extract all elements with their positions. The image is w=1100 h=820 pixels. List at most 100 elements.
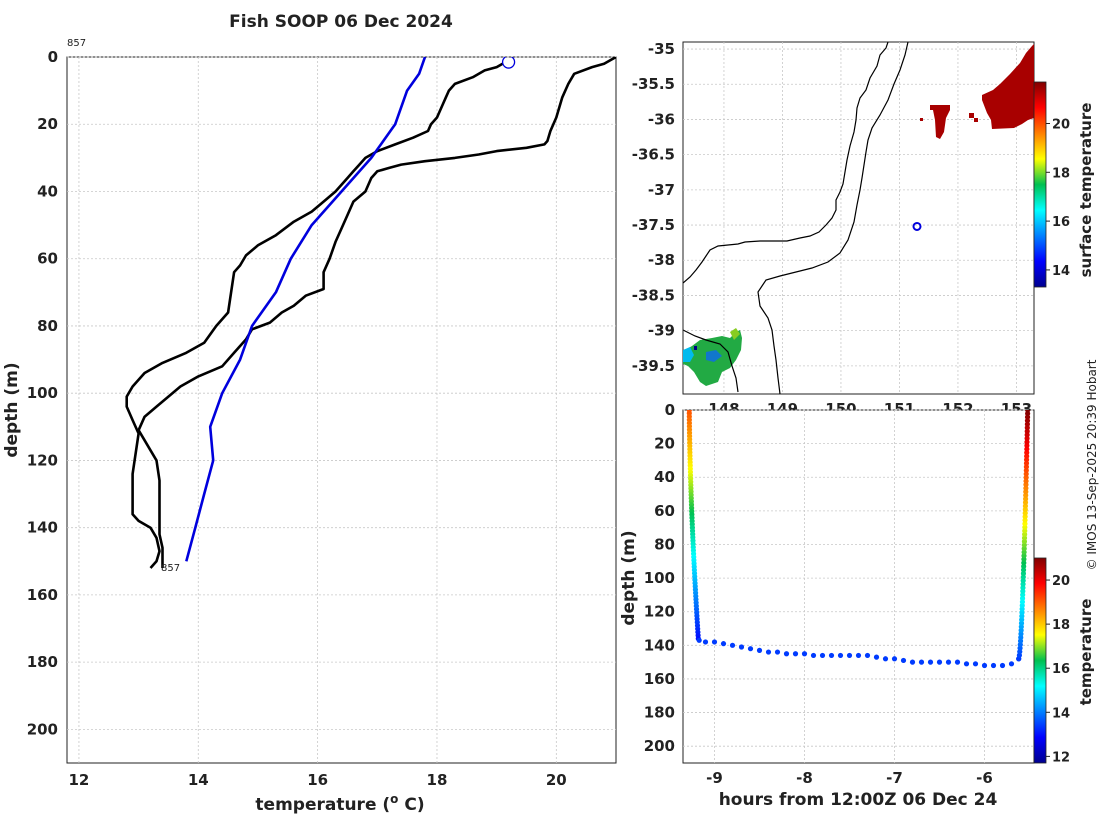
map-lat-label: -37 (648, 181, 675, 199)
section-bottom-point (909, 659, 916, 665)
profile-ylabel: depth (m) (2, 362, 22, 457)
map-colorbar-label: surface temperature (1077, 103, 1095, 278)
profile-series-line (125, 62, 504, 569)
section-bottom-point (774, 649, 781, 655)
section-bottom-point (954, 659, 961, 665)
profile-ytick-label: 0 (48, 48, 58, 66)
profile-id-top: 857 (67, 38, 86, 49)
section-bottom-point (999, 662, 1006, 669)
section-ytick-label: 100 (644, 569, 675, 587)
section-colorbar-tick-label: 16 (1052, 662, 1070, 677)
section-xtick-label: -6 (976, 769, 993, 787)
section-bottom-point (756, 647, 763, 653)
map-grid (683, 42, 1034, 394)
section-colorbar (1033, 557, 1047, 764)
position-marker (912, 221, 922, 231)
section-bottom-point (882, 656, 889, 662)
section-ytick-label: 80 (654, 535, 675, 553)
section-bottom-point (873, 654, 880, 660)
section-ytick-label: 20 (654, 435, 675, 453)
section-bottom-point (837, 652, 844, 659)
map-lat-label: -38.5 (632, 286, 675, 304)
section-bottom-point (990, 662, 997, 669)
profile-grid (67, 56, 616, 763)
profile-lines (125, 57, 616, 569)
coastline (683, 42, 909, 394)
bass-strait-contour-path (683, 329, 739, 393)
section-ytick-label: 140 (644, 636, 675, 654)
map-axes-box (682, 41, 1035, 395)
profile-ytick-label: 80 (37, 317, 58, 335)
sst-patch-small-3 (920, 118, 923, 121)
profile-start-marker (501, 57, 516, 69)
map-colorbar-tick-label: 16 (1052, 215, 1070, 230)
section-ticks: -9 -8 -7 -6 0 20 40 60 80 100 120 140 160 180 200 (644, 401, 993, 787)
section-bottom-point (738, 644, 745, 650)
profile-xtick-label: 18 (427, 771, 448, 789)
profile-series-line (137, 57, 616, 568)
section-bottom-point (747, 646, 754, 652)
section-bottom-point (972, 661, 979, 667)
section-xtick-label: -7 (886, 769, 903, 787)
section-colorbar-ticks: 12 14 16 18 20 (1046, 574, 1070, 765)
section-panel: -9 -8 -7 -6 0 20 40 60 80 100 120 140 160 180 200 12 14… (619, 401, 1095, 810)
profile-ytick-label: 200 (27, 720, 58, 738)
section-bottom-point (696, 637, 702, 643)
map-colorbar-tick-label: 14 (1052, 264, 1070, 279)
sst-patch-cyan (683, 347, 694, 362)
map-lat-label: -35 (648, 40, 675, 58)
profile-xtick-label: 12 (68, 771, 89, 789)
section-bottom-point (792, 651, 799, 657)
sst-patch-navy (694, 346, 697, 350)
map-colorbar-ticks: 14 16 18 20 (1046, 117, 1070, 279)
section-colorbar-label: temperature (1077, 599, 1095, 706)
section-bottom-point (819, 652, 826, 659)
section-grid (683, 409, 1034, 763)
section-bottom-point (963, 661, 970, 667)
map-lat-label: -37.5 (632, 216, 675, 234)
section-ytick-label: 200 (644, 737, 675, 755)
sst-patches (683, 44, 1034, 386)
section-bottom-point (720, 641, 727, 647)
shelf-contour-path (757, 42, 909, 394)
profile-xtick-label: 14 (188, 771, 209, 789)
section-xlabel: hours from 12:00Z 06 Dec 24 (719, 790, 998, 810)
section-bottom-point (864, 652, 871, 659)
profile-ytick-label: 40 (37, 182, 58, 200)
profile-ytick-label: 20 (37, 115, 58, 133)
profile-ytick-label: 120 (27, 451, 58, 469)
coastline-path (683, 42, 889, 284)
map-panel: -35 -35.5 -36 -36.5 -37 -37.5 -38 -38.5 -39 -39.5… (632, 40, 1095, 418)
profile-id-bottom: 857 (161, 563, 180, 574)
credit-text: © IMOS 13-Sep-2025 20:39 Hobart (1085, 359, 1099, 570)
section-ytick-label: 40 (654, 468, 675, 486)
map-colorbar (1033, 81, 1047, 288)
map-lat-label: -39 (648, 322, 675, 340)
section-bottom-point (801, 651, 808, 657)
map-lat-label: -38 (648, 251, 675, 269)
section-bottom-point (1008, 661, 1015, 667)
profile-ytick-label: 60 (37, 250, 58, 268)
section-ytick-label: 180 (644, 704, 675, 722)
sst-patch-warm-central (930, 105, 950, 139)
profile-xtick-label: 20 (546, 771, 567, 789)
profile-ytick-label: 180 (27, 653, 58, 671)
profile-xtick-label: 16 (307, 771, 328, 789)
section-dots (686, 410, 1031, 669)
section-bottom-point (855, 652, 862, 659)
map-lat-label: -39.5 (632, 357, 675, 375)
map-colorbar-tick-label: 18 (1052, 166, 1070, 181)
section-ascent-point (1025, 410, 1031, 413)
profile-xlabel-start: temperature ( (255, 795, 390, 815)
section-bottom-point (927, 659, 934, 665)
section-bottom-point (891, 656, 898, 662)
section-colorbar-tick-label: 12 (1052, 750, 1070, 765)
map-lat-label: -36.5 (632, 146, 675, 164)
profile-xlabel-end: C) (398, 795, 424, 815)
section-bottom-point (981, 662, 988, 669)
section-colorbar-tick-label: 14 (1052, 706, 1070, 721)
section-bottom-point (846, 652, 853, 659)
